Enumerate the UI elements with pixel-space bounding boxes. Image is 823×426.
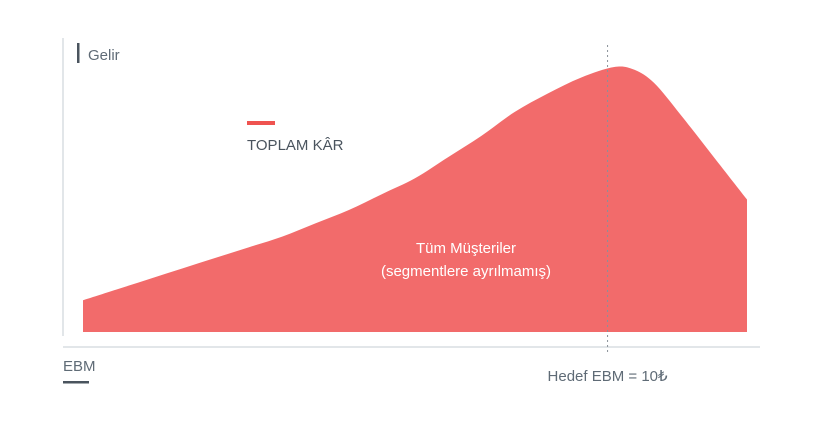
series-label-line2: (segmentlere ayrılmamış) [381, 263, 551, 280]
series-label-line1: Tüm Müşteriler [416, 240, 516, 257]
ylabel-marker [77, 43, 80, 63]
legend-swatch [247, 121, 275, 125]
ylabel: Gelir [88, 47, 120, 64]
legend-label: TOPLAM KÂR [247, 137, 344, 154]
series-area [83, 66, 747, 332]
target-marker-label: Hedef EBM = 10₺ [548, 368, 668, 385]
xlabel: EBM [63, 358, 96, 375]
xlabel-underline [63, 381, 89, 384]
